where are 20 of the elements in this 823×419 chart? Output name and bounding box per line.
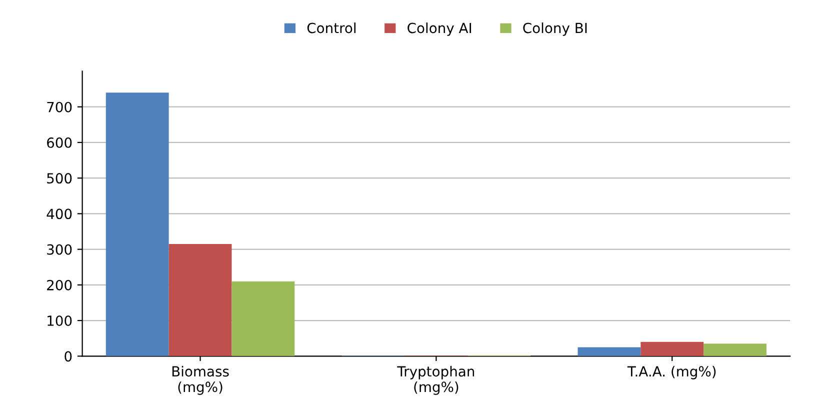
bar bbox=[232, 281, 295, 356]
y-tick-label: 400 bbox=[46, 208, 72, 220]
x-tick-label: Biomass (mg%) bbox=[172, 366, 229, 395]
legend-label: Colony BI bbox=[523, 22, 587, 36]
bar bbox=[704, 344, 766, 356]
bar bbox=[640, 342, 704, 356]
y-tick-label: 0 bbox=[64, 351, 72, 362]
x-tick-label: T.A.A. (mg%) bbox=[627, 366, 716, 380]
bar bbox=[578, 347, 641, 356]
y-tick-label: 600 bbox=[47, 137, 72, 148]
y-tick-label: 500 bbox=[47, 173, 72, 184]
legend-label: Colony AI bbox=[408, 22, 472, 36]
y-tick-label: 200 bbox=[47, 280, 72, 290]
bar bbox=[106, 92, 169, 356]
y-tick-label: 100 bbox=[48, 316, 72, 326]
y-tick-label: 700 bbox=[47, 102, 72, 112]
bar bbox=[168, 244, 232, 356]
x-tick-label: Tryptophan (mg%) bbox=[397, 366, 474, 395]
y-tick-label: 300 bbox=[47, 244, 72, 255]
legend-label: Control bbox=[307, 22, 356, 34]
